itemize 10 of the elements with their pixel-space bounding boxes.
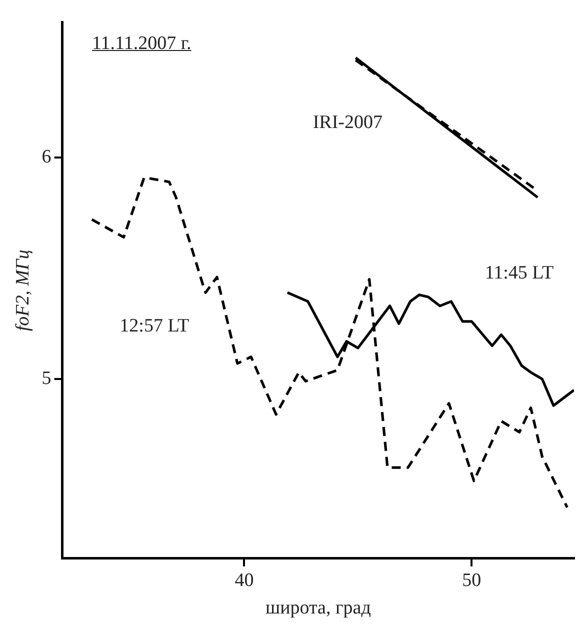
y-axis-title: foF2, МГц <box>12 250 34 332</box>
text: 11.11.2007 г. <box>92 33 192 55</box>
series-label: 12:57 LT <box>120 315 190 336</box>
y-tick-label: 5 <box>42 368 52 389</box>
y-tick-label: 6 <box>42 146 52 168</box>
text: 11:45 LT <box>484 262 554 284</box>
x-tick-label: 40 <box>234 570 254 591</box>
x-axis-title: широта, град <box>265 598 372 619</box>
x-tick-label: 50 <box>462 570 482 591</box>
series-label: IRI-2007 <box>312 112 383 133</box>
